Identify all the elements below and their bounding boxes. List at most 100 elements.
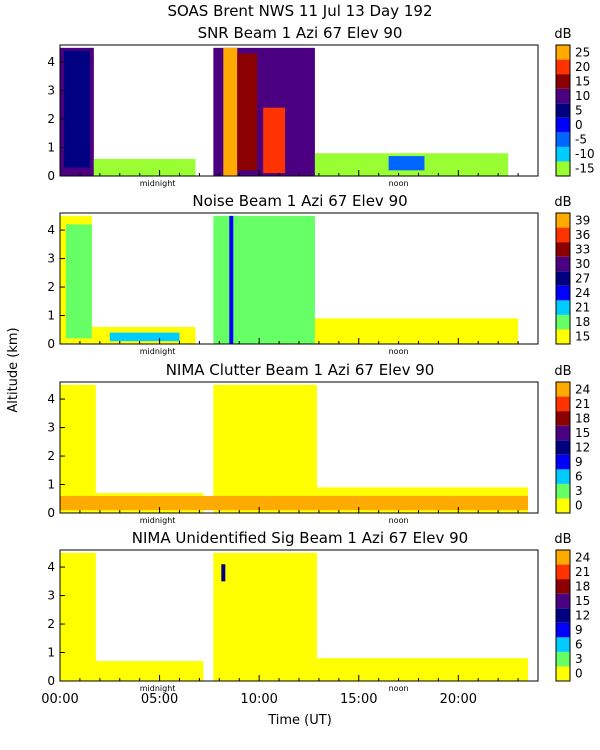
data-region (213, 384, 317, 513)
data-region (229, 215, 234, 344)
y-tick-label: 4 (47, 55, 55, 69)
data-region (109, 332, 180, 342)
colorbar-segment (556, 271, 570, 286)
colorbar-tick-label: 6 (575, 470, 583, 484)
colorbar-segment (556, 329, 570, 344)
x-tick-label: 20:00 (440, 692, 477, 707)
colorbar-segment (556, 161, 570, 176)
y-tick-label: 4 (47, 392, 55, 406)
noon-label: noon (389, 516, 409, 525)
y-tick-label: 4 (47, 560, 55, 574)
colorbar-segment (556, 608, 570, 623)
colorbar-tick-label: 21 (575, 301, 590, 315)
colorbar-tick-label: 24 (575, 550, 590, 564)
colorbar-unit-label: dB (554, 532, 571, 547)
x-tick-label: 00:00 (41, 692, 78, 707)
midnight-label: midnight (140, 179, 176, 188)
colorbar-segment (556, 103, 570, 118)
noon-label: noon (389, 347, 409, 356)
y-tick-label: 2 (47, 617, 55, 631)
colorbar-tick-label: 10 (575, 89, 590, 103)
colorbar-segment (556, 132, 570, 147)
colorbar-tick-label: 33 (575, 242, 590, 256)
colorbar-tick-label: 15 (575, 330, 590, 344)
colorbar-segment (556, 425, 570, 441)
data-region (93, 158, 196, 176)
x-tick-label: 10:00 (240, 692, 277, 707)
data-region (223, 47, 238, 176)
y-tick-label: 2 (47, 112, 55, 126)
colorbar-segment (556, 550, 570, 565)
colorbar-tick-label: 0 (575, 118, 583, 132)
colorbar-tick-label: 9 (575, 623, 583, 637)
colorbar-frame (555, 381, 571, 514)
colorbar-tick-label: -5 (575, 133, 587, 147)
colorbar-tick-label: 0 (575, 499, 583, 513)
x-tick-label: 15:00 (340, 692, 377, 707)
y-tick-label: 3 (47, 421, 55, 435)
colorbar-segment (556, 382, 570, 397)
colorbar-unit-label: dB (554, 27, 571, 42)
colorbar-tick-label: 27 (575, 272, 590, 286)
colorbar-segment (556, 117, 570, 133)
y-tick-label: 1 (47, 478, 55, 492)
colorbar-tick-label: 0 (575, 667, 583, 681)
colorbar-tick-label: 24 (575, 286, 590, 300)
data-region (60, 384, 96, 513)
y-tick-label: 0 (47, 169, 55, 183)
colorbar-tick-label: 18 (575, 315, 590, 329)
x-tick-label: 05:00 (141, 692, 178, 707)
colorbar-tick-label: 30 (575, 257, 590, 271)
y-tick-label: 3 (47, 84, 55, 98)
midnight-label: midnight (140, 347, 176, 356)
colorbar-segment (556, 59, 570, 75)
y-tick-label: 1 (47, 646, 55, 660)
colorbar-tick-label: 21 (575, 565, 590, 579)
data-region (65, 224, 92, 339)
y-tick-label: 4 (47, 223, 55, 237)
figure-title: SOAS Brent NWS 11 Jul 13 Day 192 (167, 2, 432, 20)
colorbar-tick-label: 18 (575, 411, 590, 425)
colorbar-tick-label: 12 (575, 609, 590, 623)
colorbar-tick-label: 24 (575, 382, 590, 396)
data-region (60, 552, 96, 681)
colorbar-segment (556, 45, 570, 60)
colorbar-unit-label: dB (554, 195, 571, 210)
noon-label: noon (389, 179, 409, 188)
data-region (314, 318, 519, 344)
colorbar-segment (556, 146, 570, 162)
colorbar-segment (556, 256, 570, 272)
colorbar-tick-label: 9 (575, 455, 583, 469)
colorbar-tick-label: 12 (575, 441, 590, 455)
panel-title: NIMA Clutter Beam 1 Azi 67 Elev 90 (166, 361, 435, 379)
y-tick-label: 2 (47, 280, 55, 294)
colorbar-tick-label: 21 (575, 397, 590, 411)
colorbar-segment (556, 564, 570, 580)
data-region (221, 564, 226, 582)
data-region (95, 661, 204, 681)
colorbar-tick-label: -10 (575, 147, 595, 161)
colorbar-segment (556, 74, 570, 89)
y-tick-label: 1 (47, 309, 55, 323)
panel-title: SNR Beam 1 Azi 67 Elev 90 (198, 24, 403, 42)
colorbar-tick-label: 25 (575, 45, 590, 59)
colorbar-segment (556, 637, 570, 652)
colorbar-segment (556, 300, 570, 315)
colorbar-tick-label: 3 (575, 484, 583, 498)
colorbar-segment (556, 454, 570, 470)
colorbar-tick-label: 15 (575, 426, 590, 440)
colorbar-segment (556, 622, 570, 638)
x-axis-label: Time (UT) (267, 713, 332, 728)
colorbar-frame (555, 212, 571, 345)
data-region (213, 215, 315, 344)
colorbar-segment (556, 651, 570, 667)
colorbar-tick-label: 20 (575, 60, 590, 74)
colorbar-tick-label: 15 (575, 594, 590, 608)
colorbar-segment (556, 593, 570, 609)
colorbar-segment (556, 396, 570, 412)
noon-label: noon (389, 684, 409, 693)
panel-title: Noise Beam 1 Azi 67 Elev 90 (192, 192, 407, 210)
data-region (63, 50, 90, 168)
